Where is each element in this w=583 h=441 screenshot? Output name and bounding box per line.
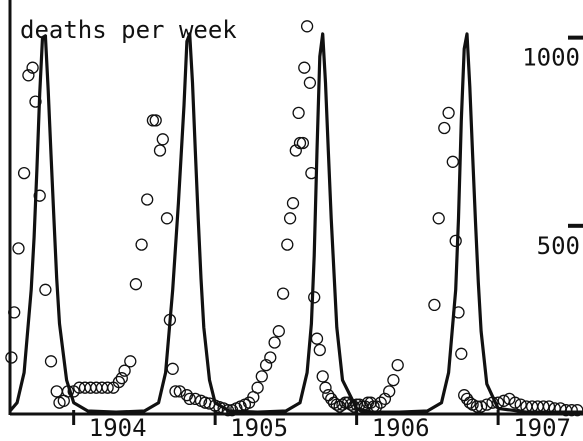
data-point (44, 355, 58, 368)
data-point (166, 362, 179, 375)
data-point (319, 381, 332, 394)
x-tick-label: 1906 (372, 414, 430, 441)
data-point (283, 212, 297, 225)
data-point (565, 404, 578, 417)
data-point (313, 343, 326, 357)
data-point (367, 400, 380, 413)
data-point (169, 385, 182, 398)
data-point (474, 400, 488, 413)
data-point (383, 385, 396, 398)
data-point (310, 332, 324, 345)
data-point (264, 351, 277, 364)
data-point (316, 370, 329, 383)
data-point (276, 287, 290, 300)
data-point (438, 121, 451, 135)
data-point (455, 347, 468, 360)
data-point (452, 306, 465, 319)
data-point (542, 400, 556, 413)
data-point (50, 385, 63, 398)
data-point (268, 336, 281, 349)
data-point (221, 404, 235, 417)
data-point (491, 396, 505, 409)
model-curve (8, 32, 583, 414)
data-point (180, 389, 194, 402)
data-point (463, 396, 476, 409)
data-point (272, 325, 285, 338)
data-point (255, 370, 268, 383)
data-point (160, 212, 174, 225)
data-point (251, 381, 264, 394)
axes (8, 0, 583, 416)
data-point (446, 155, 459, 168)
data-point (115, 372, 128, 385)
data-point (112, 375, 126, 389)
data-point (149, 114, 162, 127)
data-point (442, 106, 455, 120)
data-point (281, 238, 294, 251)
data-point (296, 136, 310, 150)
data-point (146, 114, 160, 127)
data-point (129, 278, 143, 291)
data-point (428, 298, 441, 312)
data-point (293, 136, 307, 150)
data-point (153, 144, 167, 157)
data-point (5, 351, 18, 364)
data-point (8, 306, 21, 319)
tick-marks (72, 35, 583, 425)
data-point (33, 189, 46, 202)
data-point (374, 396, 387, 409)
data-point (259, 358, 273, 372)
data-point (118, 364, 131, 377)
data-point (370, 400, 383, 413)
chart-title: deaths per week (20, 16, 237, 44)
data-point (458, 389, 471, 402)
data-point (508, 396, 522, 409)
x-tick-label: 1905 (230, 414, 288, 441)
data-point (156, 133, 169, 146)
data-point (39, 283, 52, 296)
data-point (308, 291, 321, 304)
x-tick-label: 1904 (89, 414, 147, 441)
data-point (101, 381, 114, 394)
data-point (12, 242, 25, 255)
data-point (135, 238, 148, 251)
data-point (322, 389, 335, 402)
model-curve-line (8, 32, 583, 414)
data-point (61, 385, 75, 398)
data-point (305, 166, 318, 180)
tick-labels: 500 1000 1904 1905 1906 1907 (89, 44, 580, 441)
data-point (303, 76, 317, 89)
data-point (449, 234, 462, 248)
data-point (432, 212, 445, 225)
data-point (141, 193, 154, 206)
data-point (26, 61, 39, 74)
data-point (378, 392, 392, 406)
data-point (289, 144, 302, 157)
data-point (173, 385, 186, 398)
data-point (298, 61, 311, 74)
data-point (470, 400, 484, 413)
observed-points (5, 20, 583, 417)
data-point (292, 106, 305, 120)
data-point (17, 166, 31, 180)
x-tick-label: 1907 (513, 414, 571, 441)
data-point (29, 95, 42, 108)
y-tick-label: 1000 (522, 44, 580, 72)
data-point (124, 355, 137, 368)
data-point (514, 398, 527, 411)
data-point (300, 20, 314, 33)
data-point (22, 69, 35, 82)
y-tick-label: 500 (537, 232, 580, 260)
data-point (391, 358, 404, 372)
data-point (286, 197, 300, 210)
data-point (163, 313, 177, 327)
data-point (387, 373, 400, 387)
